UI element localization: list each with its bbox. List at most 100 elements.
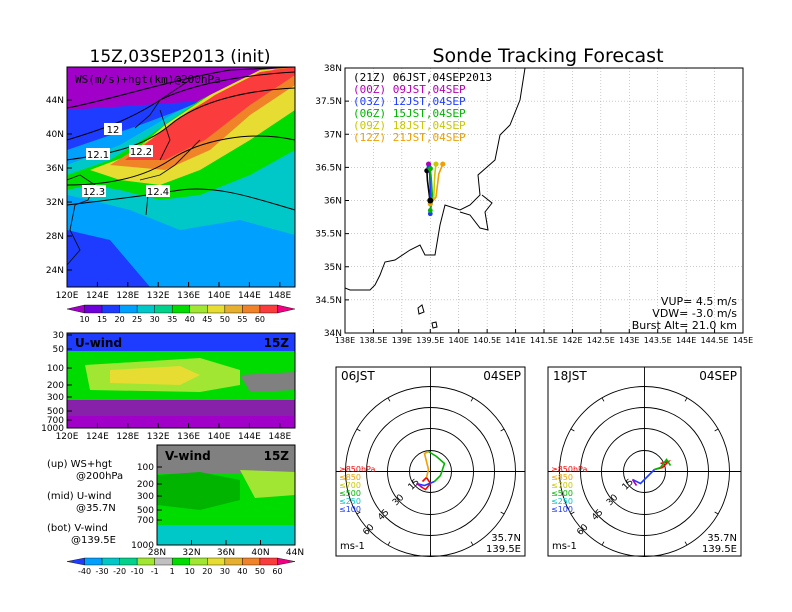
lat-tick-label: 36N [324, 197, 342, 207]
pressure-tick-label: 200 [137, 480, 154, 490]
lat-tick-label: 40N [46, 130, 64, 140]
track-lon-axis: 138E 138.5E 139E 139.5E 140E 140.5E 141E 141.5E… [335, 329, 753, 345]
lon-tick-label: 128E [116, 432, 139, 442]
pressure-tick-label: 500 [47, 407, 64, 417]
hodograph-tick [470, 397, 474, 402]
contour-label-box [104, 123, 122, 135]
hodograph-tick [387, 541, 391, 546]
lat-tick-label: 35N [324, 263, 342, 273]
contour-label: 12.4 [147, 187, 169, 198]
colorbar-swatch [84, 557, 103, 566]
colorbar-swatch [101, 557, 120, 566]
lon-tick-label: 136E [177, 291, 200, 301]
hodograph-trace [416, 482, 423, 489]
lat-tick-label: 34N [324, 329, 342, 339]
pressure-tick-label: 500 [137, 506, 154, 516]
hodograph-tick [387, 397, 391, 402]
ws-lon-axis: 120E 124E 128E 132E 136E 140E 144E 148E [56, 282, 292, 301]
lat-tick-label: 35.5N [315, 230, 342, 240]
hodograph-time: 18JST [553, 369, 587, 383]
contour-label-box [146, 185, 170, 197]
pressure-tick-label: 50 [53, 345, 65, 355]
v-lat-axis: 28N 32N 36N 40N 44N [148, 540, 304, 558]
hodograph-level-label: ≥850hPa [339, 465, 376, 474]
colorbar-swatch [224, 304, 243, 314]
coastline-islands [417, 304, 438, 329]
lon-tick-label: 144E [238, 432, 261, 442]
colorbar-swatch [119, 557, 138, 566]
hodograph-tick [684, 541, 688, 546]
track-map-panel: (21Z) 06JST,04SEP2013(00Z) 09JST,04SEP(0… [315, 64, 753, 345]
colorbar-label: 20 [115, 315, 125, 324]
v-wind-label: V-wind [165, 449, 211, 463]
lon-tick-label: 140E [208, 291, 231, 301]
u-wind-time: 15Z [264, 336, 290, 350]
hodograph-trace [428, 450, 446, 483]
hodograph-lat: 35.7N [707, 533, 737, 544]
lon-tick-label: 139E [392, 336, 412, 345]
hodograph-lat: 35.7N [491, 533, 521, 544]
lon-tick-label: 142E [562, 336, 582, 345]
colorbar-swatch [259, 304, 278, 314]
lon-tick-label: 145E [733, 336, 753, 345]
lon-tick-label: 144.5E [701, 336, 729, 345]
colorbar-swatch [84, 304, 103, 314]
landing-point [427, 208, 433, 213]
u-lon-axis: 120E 124E 128E 132E 136E 140E 144E 148E [56, 423, 292, 442]
contour-label: 12.2 [130, 147, 152, 158]
lat-tick-label: 36.5N [315, 163, 342, 173]
hodograph-level-label: ≤850 [551, 473, 573, 482]
lat-tick-label: 34.5N [315, 296, 342, 306]
colorbar-swatch [172, 557, 190, 566]
contour-label: 12 [107, 125, 120, 136]
hodograph-tick [500, 428, 505, 432]
u-field-gray [240, 372, 295, 392]
colorbar-label: 35 [167, 315, 177, 324]
note-mid-1: (mid) U-wind [47, 491, 111, 502]
lon-tick-label: 138E [335, 336, 355, 345]
lon-tick-label: 120E [56, 432, 79, 442]
track-series [424, 161, 446, 217]
ws-map-panel: 12 12.1 12.2 12.3 12.4 WS(m/s)+hgt(km)@2… [46, 66, 296, 324]
colorbar-swatch [154, 557, 173, 566]
burst-point [433, 161, 439, 167]
colorbar-label: 10 [185, 567, 195, 576]
track-lat-axis: 38N 37.5N 37N 36.5N 36N 35.5N 35N 34.5N 34N [315, 64, 349, 339]
lon-tick-label: 143E [619, 336, 639, 345]
colorbar-label: -40 [78, 567, 91, 576]
colorbar-swatch [277, 304, 296, 314]
burst-point [440, 161, 446, 167]
pressure-tick-label: 30 [53, 331, 65, 341]
colorbar-swatch [101, 304, 120, 314]
colorbar-swatch [277, 557, 296, 566]
lon-tick-label: 144E [676, 336, 696, 345]
lat-tick-label: 28N [148, 548, 166, 558]
hodograph-tick [570, 428, 575, 432]
burst-point [427, 166, 433, 172]
hodograph-date: 04SEP [483, 369, 521, 383]
contour-label: 12.1 [87, 150, 109, 161]
hodograph-level-label: ≤500 [339, 489, 361, 498]
lon-tick-label: 140.5E [473, 336, 501, 345]
lon-tick-label: 143.5E [644, 336, 672, 345]
lon-tick-label: 124E [86, 432, 109, 442]
colorbar-swatch [242, 304, 261, 314]
track-legend-item: (00Z) 09JST,04SEP [353, 83, 466, 96]
ws-contour-line [67, 67, 295, 109]
colorbar-swatch [189, 304, 208, 314]
colorbar-swatch [259, 557, 278, 566]
hodograph-units: ms-1 [552, 541, 577, 552]
colorbar-label: -30 [96, 567, 109, 576]
hodograph-date: 04SEP [699, 369, 737, 383]
vup-text: VUP= 4.5 m/s [661, 295, 737, 308]
colorbar-swatch [154, 304, 173, 314]
hodograph-level-label: ≤700 [551, 481, 573, 490]
colorbar-swatch [189, 557, 208, 566]
colorbar-label: 30 [220, 567, 230, 576]
colorbar-label: 55 [237, 315, 247, 324]
ws-contour-labels: 12 12.1 12.2 12.3 12.4 [82, 123, 170, 198]
note-up-1: (up) WS+hgt [47, 459, 112, 470]
pressure-tick-label: 100 [137, 463, 154, 473]
